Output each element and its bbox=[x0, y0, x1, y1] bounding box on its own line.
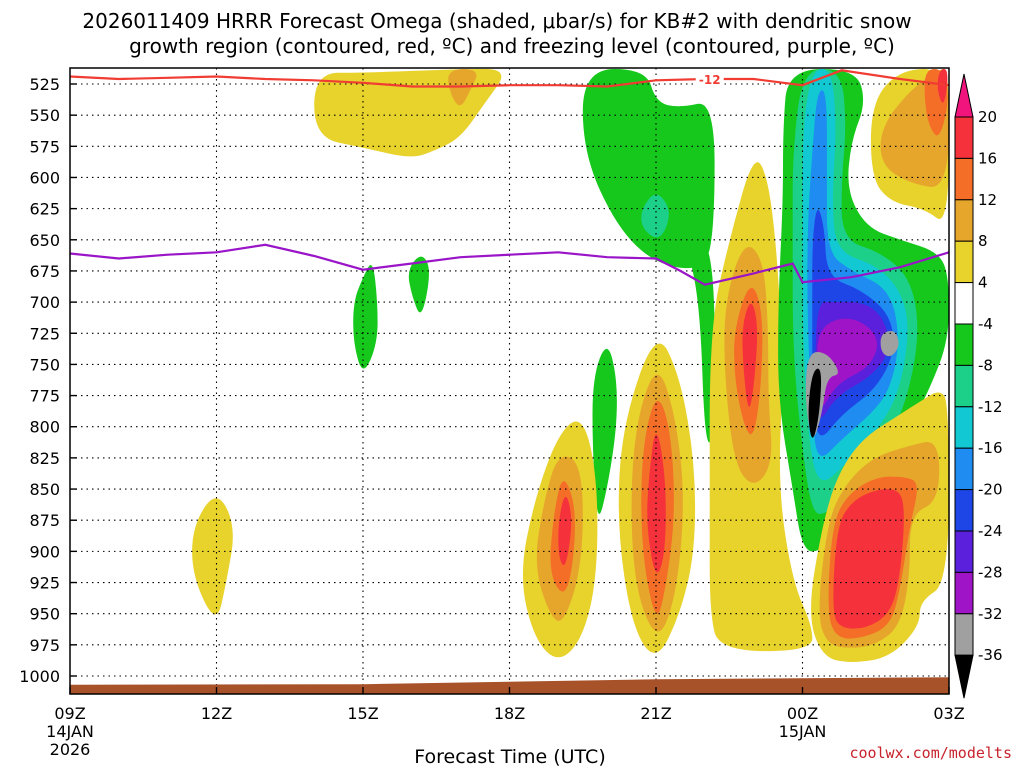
colorbar-bin-6 bbox=[954, 323, 974, 366]
dgz-label-bg bbox=[695, 72, 724, 87]
colorbar-label--12: -12 bbox=[978, 398, 1003, 416]
omega-region-descent-green-upper bbox=[582, 69, 715, 269]
colorbar-label--8: -8 bbox=[978, 356, 993, 374]
y-tick-label-675: 675 bbox=[29, 262, 60, 281]
y-tick-label-900: 900 bbox=[29, 542, 60, 561]
x-tick-year-09Z: 2026 bbox=[50, 740, 91, 759]
x-tick-label-21Z: 21Z bbox=[640, 704, 671, 723]
colorbar-label--20: -20 bbox=[978, 481, 1003, 499]
y-tick-label-625: 625 bbox=[29, 200, 60, 219]
omega-region-descent-black-core bbox=[808, 368, 822, 438]
colorbar-bin-10 bbox=[954, 489, 974, 532]
colorbar-bottom-arrow bbox=[954, 654, 974, 699]
omega-region-ascent-magenta-19z bbox=[558, 496, 572, 566]
omega-region-ascent-magenta-lower-right bbox=[833, 489, 904, 629]
colorbar-bin-9 bbox=[954, 447, 974, 491]
omega-region-descent-green-17z bbox=[408, 256, 429, 313]
y-tick-label-750: 750 bbox=[29, 355, 60, 374]
y-tick-label-650: 650 bbox=[29, 231, 60, 250]
omega-region-ascent-magenta-right-upper bbox=[937, 69, 948, 103]
omega-region-ascent-magenta-23z bbox=[742, 303, 758, 407]
colorbar-label--32: -32 bbox=[978, 605, 1003, 623]
grid-lines bbox=[70, 68, 949, 694]
x-tick-date-09Z: 14JAN bbox=[46, 722, 94, 741]
credit-text: coolwx.com/modelts bbox=[849, 744, 1012, 762]
colorbar-bin-13 bbox=[954, 613, 974, 656]
colorbar-label-12: 12 bbox=[978, 191, 997, 209]
colorbar-bin-2 bbox=[954, 157, 974, 201]
dgz-contour-line bbox=[70, 69, 949, 88]
colorbar-label--24: -24 bbox=[978, 522, 1003, 540]
y-tick-label-800: 800 bbox=[29, 418, 60, 437]
plot-area: -12 bbox=[70, 68, 949, 694]
y-tick-label-775: 775 bbox=[29, 387, 60, 406]
chart-title-line1: 2026011409 HRRR Forecast Omega (shaded, … bbox=[82, 9, 911, 33]
colorbar-bin-4 bbox=[954, 240, 974, 284]
colorbar-bin-5 bbox=[954, 282, 974, 325]
colorbar-bin-3 bbox=[954, 199, 974, 242]
x-tick-label-15Z: 15Z bbox=[347, 704, 378, 723]
colorbar-label--4: -4 bbox=[978, 315, 993, 333]
omega-region-descent-teal-upper bbox=[641, 194, 669, 238]
x-tick-label-18Z: 18Z bbox=[494, 704, 525, 723]
y-tick-label-550: 550 bbox=[29, 106, 60, 125]
y-tick-label-975: 975 bbox=[29, 636, 60, 655]
colorbar-label-4: 4 bbox=[978, 274, 988, 292]
omega-region-descent-purple-core bbox=[817, 318, 877, 406]
x-tick-label-00Z: 00Z bbox=[787, 704, 818, 723]
x-tick-date-00Z: 15JAN bbox=[779, 722, 827, 741]
y-tick-label-575: 575 bbox=[29, 137, 60, 156]
colorbar-label-20: 20 bbox=[978, 108, 997, 126]
omega-region-descent-gray-small bbox=[880, 331, 899, 357]
chart-title-line2: growth region (contoured, red, ºC) and f… bbox=[129, 34, 895, 58]
colorbar-label--16: -16 bbox=[978, 439, 1003, 457]
x-tick-label-12Z: 12Z bbox=[201, 704, 232, 723]
colorbar-top-arrow bbox=[954, 73, 974, 118]
y-tick-label-925: 925 bbox=[29, 574, 60, 593]
colorbar-bin-1 bbox=[954, 116, 974, 159]
omega-region-ascent-yellow-12z bbox=[192, 498, 233, 615]
terrain-layer bbox=[70, 677, 949, 694]
colorbar-label-16: 16 bbox=[978, 149, 997, 167]
omega-region-descent-green-22z bbox=[690, 239, 715, 443]
colorbar-bin-8 bbox=[954, 406, 974, 449]
y-axis: 525 550 575 600 625 650 675 700 725 750 775 800 825 8… bbox=[19, 75, 77, 686]
colorbar: 20 16 12 8 4 -4 -8 -12 -16 -20 -24 -28 -32 -36 bbox=[954, 73, 1003, 699]
omega-fills bbox=[192, 69, 949, 662]
terrain-ground bbox=[70, 677, 949, 694]
colorbar-bin-7 bbox=[954, 364, 974, 408]
x-axis-label: Forecast Time (UTC) bbox=[414, 746, 605, 768]
colorbar-label--28: -28 bbox=[978, 563, 1003, 581]
y-tick-label-525: 525 bbox=[29, 75, 60, 94]
colorbar-bin-12 bbox=[954, 571, 974, 615]
y-tick-label-825: 825 bbox=[29, 449, 60, 468]
colorbar-label-8: 8 bbox=[978, 232, 988, 250]
y-tick-label-725: 725 bbox=[29, 324, 60, 343]
omega-region-descent-green-15z bbox=[353, 265, 378, 369]
contour-lines: -12 bbox=[70, 69, 949, 286]
colorbar-label--36: -36 bbox=[978, 646, 1003, 664]
freezing-level-line bbox=[70, 243, 949, 286]
x-tick-label-03Z: 03Z bbox=[933, 704, 964, 723]
y-tick-label-875: 875 bbox=[29, 511, 60, 530]
y-tick-label-700: 700 bbox=[29, 293, 60, 312]
y-tick-label-1000: 1000 bbox=[19, 667, 60, 686]
dgz-contour-label: -12 bbox=[699, 73, 721, 87]
colorbar-bin-11 bbox=[954, 530, 974, 573]
omega-region-descent-green-20z bbox=[592, 348, 617, 514]
y-tick-label-850: 850 bbox=[29, 480, 60, 499]
y-tick-label-950: 950 bbox=[29, 605, 60, 624]
y-tick-label-600: 600 bbox=[29, 168, 60, 187]
x-tick-label-09Z: 09Z bbox=[54, 704, 85, 723]
